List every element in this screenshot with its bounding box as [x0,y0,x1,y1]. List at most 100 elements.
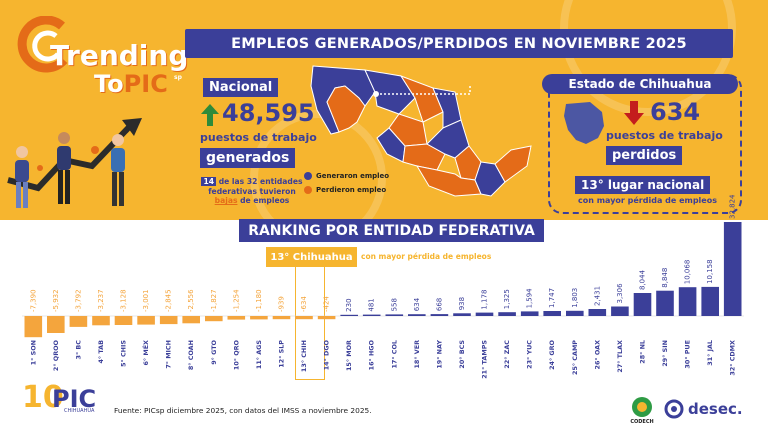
bar-7° MICH [159,316,178,325]
national-line1: puestos de trabajo [200,131,317,144]
bar-14° DGO [317,316,336,320]
ranking-title: RANKING POR ENTIDAD FEDERATIVA [239,219,544,242]
category-label: 16° HGO [368,339,376,370]
category-label: 4° TAB [97,340,105,364]
bar-8° COAH [182,316,200,324]
value-label: 558 [390,298,398,311]
codech-emblem-icon [632,397,652,417]
category-label: 31° JAL [706,340,714,366]
bar-18° VER [408,314,426,316]
bar-26° OAX [588,309,607,316]
national-note: 14 de las 32 entidades federativas tuvie… [201,177,303,206]
legend-lost: Perdieron empleo [304,186,389,194]
category-label: 22° ZAC [503,340,511,369]
value-label: -7,390 [29,289,37,312]
bar-28° NL [633,293,652,316]
value-label: 10,158 [706,259,714,284]
value-label: 1,178 [481,290,489,310]
state-title: Estado de Chihuahua [542,74,738,94]
category-label: 32° CDMX [729,340,737,376]
value-label: 1,594 [526,288,534,309]
decorative-circle [250,110,386,246]
national-value: 48,595 [222,99,315,127]
chihuahua-map-icon [564,102,604,144]
category-label: 3° BC [74,340,82,360]
value-label: -424 [323,296,331,312]
value-label: -2,556 [187,289,195,312]
value-label: 10,068 [684,260,692,285]
bar-1° SON [24,316,43,338]
category-label: 7° MICH [165,340,173,369]
category-label: 8° COAH [187,340,195,370]
value-label: 2,431 [593,286,601,306]
value-label: -2,845 [165,289,173,312]
category-label: 11° AGS [255,340,263,370]
category-label: 25° CAMP [571,340,579,375]
value-label: -3,792 [74,289,82,312]
bar-5° CHIS [114,316,133,325]
page-title: EMPLEOS GENERADOS/PERDIDOS EN NOVIEMBRE … [185,29,733,58]
value-label: 938 [458,297,466,310]
bar-25° CAMP [566,310,584,316]
bar-15° MOR [340,314,358,316]
state-value: 634 [650,98,701,126]
logo-line1: Trending [50,39,189,72]
bar-23° YUC [520,311,539,316]
value-label: 32,824 [729,194,737,219]
value-label: 1,325 [503,289,511,309]
state-line2: perdidos [606,146,683,165]
state-line1: puestos de trabajo [606,129,723,142]
state-rank: 13° lugar nacional [575,176,711,194]
category-label: 15° MOR [345,340,353,371]
logo-sup: sp [174,74,182,81]
bar-13° CHIH [295,316,313,320]
people-growth-illustration [7,118,142,208]
category-label: 2° QROO [52,339,60,371]
value-label: -3,001 [142,289,150,312]
value-label: 3,306 [616,283,624,304]
desec-emblem-icon [664,399,684,419]
bar-12° SLP [272,316,291,320]
bar-11° AGS [250,316,268,320]
category-label: 28° NL [639,340,647,364]
category-label: 30° PUE [684,340,692,369]
value-label: -1,180 [255,289,263,312]
bar-6° MÉX [137,316,155,325]
value-label: -5,932 [52,289,60,312]
bar-20° BCS [453,313,471,316]
logo-line2: ToPIC [94,70,168,98]
bar-17° COL [385,314,404,316]
category-label: 21° TAMPS [481,340,489,379]
category-label: 9° GTO [210,339,218,364]
bar-4° TAB [92,316,110,326]
category-label: 19° NAY [435,340,443,369]
source-note: Fuente: PICsp diciembre 2025, con datos … [114,406,372,415]
bar-21° TAMPS [475,312,494,316]
value-label: 8,044 [639,269,647,290]
category-label: 26° OAX [593,340,601,370]
highlight-frame [295,267,325,380]
logo-swirl-icon [17,16,68,73]
bar-29° SIN [656,290,674,316]
pic-logo: 10 PIC CHIHUAHUA [22,380,97,415]
bar-16° HGO [362,314,381,316]
highlight-sub: con mayor pérdida de empleos [361,252,492,261]
category-label: 17° COL [390,340,398,369]
category-label: 12° SLP [278,340,286,368]
value-label: 8,848 [661,268,669,288]
map-legend: Generaron empleo Perdieron empleo [304,172,389,200]
bar-19° NAY [430,314,449,316]
category-label: 10° QRO [232,339,240,370]
value-label: 230 [345,298,353,311]
category-label: 24° GRO [548,339,556,369]
bar-32° CDMX [723,222,742,316]
bar-27° TLAX [611,306,629,316]
desec-logo: desec. [664,399,743,419]
category-label: 14° DGO [323,339,331,370]
national-line2: generados [200,148,296,168]
value-label: -634 [300,296,308,312]
category-label: 23° YUC [526,340,534,369]
category-label: 27° TLAX [616,340,624,373]
value-label: -1,254 [232,289,240,312]
